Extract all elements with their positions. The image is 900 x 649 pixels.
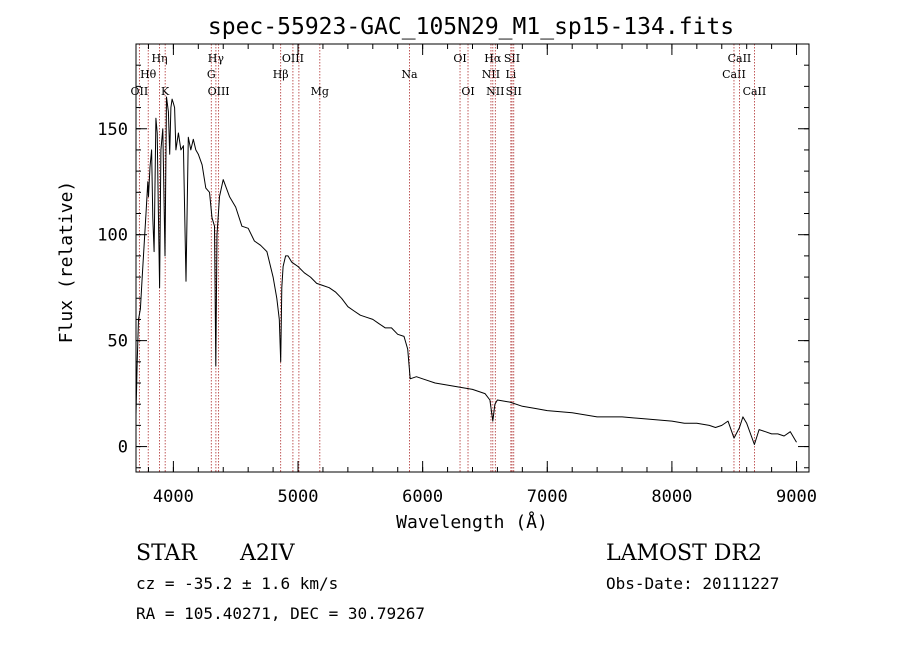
spectrum-plot xyxy=(135,96,797,445)
spectral-line-label: SII xyxy=(506,85,522,98)
sky-coordinates: RA = 105.40271, DEC = 30.79267 xyxy=(136,604,425,623)
survey-name: LAMOST DR2 xyxy=(606,541,762,566)
observation-date: Obs-Date: 20111227 xyxy=(606,574,779,593)
x-tick-label: 5000 xyxy=(278,487,319,507)
y-tick-label: 100 xyxy=(97,226,128,246)
x-tick-label: 8000 xyxy=(651,487,692,507)
spectral-line-label: Hα xyxy=(484,52,502,65)
spectral-line-label: Li xyxy=(505,68,516,81)
spectral-line-label: K xyxy=(161,85,170,98)
spectral-line-label: OI xyxy=(453,52,466,65)
plot-frame xyxy=(135,43,810,473)
spectral-line-label: NII xyxy=(486,85,504,98)
spectral-line-label: Hγ xyxy=(208,52,225,65)
x-tick-label: 7000 xyxy=(527,487,568,507)
x-tick-label: 9000 xyxy=(776,487,817,507)
spectral-line-label: NII xyxy=(482,68,500,81)
x-tick-label: 6000 xyxy=(402,487,443,507)
y-tick-label: 150 xyxy=(97,120,128,140)
y-tick-label: 0 xyxy=(118,438,128,458)
spectral-line-label: G xyxy=(207,68,216,81)
spectral-line-label: OI xyxy=(461,85,474,98)
spectrum-line xyxy=(135,96,797,445)
spectral-line-label: CaII xyxy=(728,52,752,65)
spectral-line-label: Hβ xyxy=(273,68,289,81)
object-class: STAR xyxy=(136,541,198,566)
spectral-line-label: Mg xyxy=(311,85,329,98)
y-tick-label: 50 xyxy=(108,332,128,352)
spectral-line-label: Hθ xyxy=(140,68,157,81)
spectral-line-label: Hη xyxy=(151,52,167,65)
spectral-line-label: OIII xyxy=(282,52,304,65)
spectral-line-label: Na xyxy=(401,68,418,81)
chart-title: spec-55923-GAC_105N29_M1_sp15-134.fits xyxy=(208,14,734,40)
x-axis-label: Wavelength (Å) xyxy=(396,511,548,533)
x-tick-label: 4000 xyxy=(153,487,194,507)
spectral-line-label: OII xyxy=(131,85,149,98)
spectral-line-label: SII xyxy=(504,52,520,65)
spectral-line-markers: OIIHθHηKGHγOIIIHβOIIIMgNaOIOINIIHαNIILiS… xyxy=(131,44,767,472)
spectral-line-label: OIII xyxy=(208,85,230,98)
spectral-line-label: CaII xyxy=(743,85,767,98)
axis-ticks: 4000 5000 6000 7000 8000 9000 0 50 100 150 xyxy=(97,43,817,507)
object-subclass: A2IV xyxy=(239,541,296,566)
redshift-velocity: cz = -35.2 ± 1.6 km/s xyxy=(136,574,338,593)
spectral-line-label: CaII xyxy=(722,68,746,81)
y-axis-label: Flux (relative) xyxy=(56,181,77,344)
